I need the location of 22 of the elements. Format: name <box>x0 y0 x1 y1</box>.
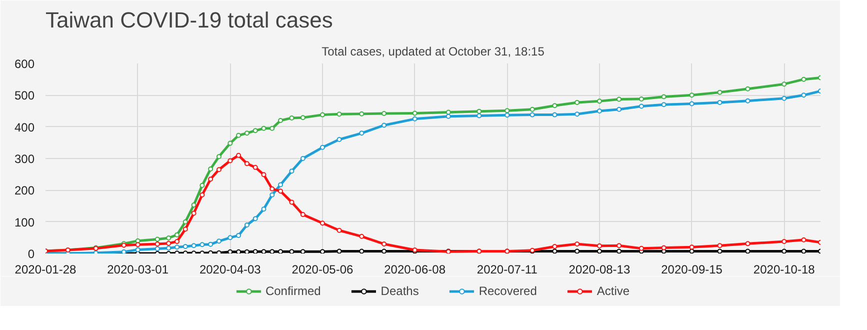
x-tick-label: 2020-05-06 <box>292 262 354 276</box>
y-tick-label: 500 <box>14 88 35 103</box>
x-tick-label: 2020-06-08 <box>384 262 446 276</box>
x-tick-label: 2020-07-11 <box>476 262 538 276</box>
y-tick-label: 0 <box>28 247 35 261</box>
x-tick-label: 2020-10-18 <box>753 262 816 276</box>
y-tick-label: 100 <box>14 215 35 230</box>
legend-label: Confirmed <box>265 284 321 298</box>
y-tick-label: 200 <box>14 184 35 198</box>
x-tick-label: 2020-04-03 <box>199 262 262 276</box>
x-tick-label: 2020-08-13 <box>568 262 630 276</box>
chart-title: Taiwan COVID-19 total cases <box>46 8 333 32</box>
chart-subtitle: Total cases, updated at October 31, 18:15 <box>322 44 545 58</box>
y-tick-label: 600 <box>14 57 35 71</box>
legend-label: Deaths <box>380 284 419 298</box>
y-tick-label: 300 <box>14 152 35 166</box>
legend-label: Recovered <box>478 284 537 298</box>
x-tick-label: 2020-01-28 <box>14 262 77 276</box>
legend-label: Active <box>596 284 630 298</box>
x-tick-label: 2020-03-01 <box>107 262 169 276</box>
x-tick-label: 2020-09-15 <box>661 262 723 276</box>
y-tick-label: 400 <box>14 120 35 134</box>
